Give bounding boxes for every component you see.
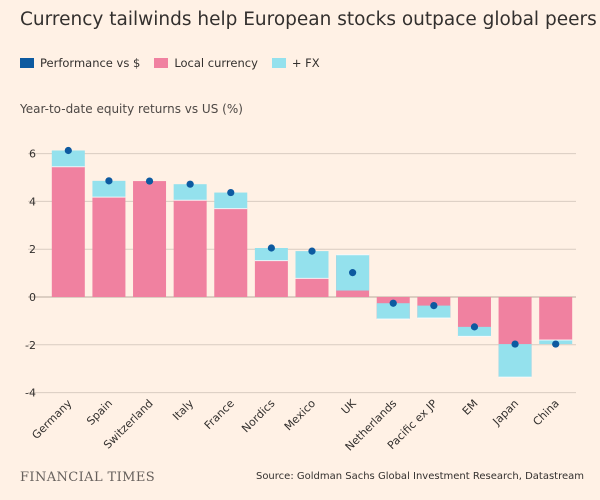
legend-item-local-currency: Local currency xyxy=(154,56,258,70)
y-tick-label: -4 xyxy=(25,387,36,400)
chart-title: Currency tailwinds help European stocks … xyxy=(20,9,597,30)
ft-logo: FINANCIAL TIMES xyxy=(20,470,156,485)
legend-label-performance: Performance vs $ xyxy=(40,56,141,70)
y-tick-label: -2 xyxy=(25,339,36,352)
performance-dot xyxy=(267,244,275,252)
bar-fx xyxy=(376,303,410,319)
bar-local-currency xyxy=(133,181,167,297)
bar-fx xyxy=(457,326,491,337)
x-tick-label: UK xyxy=(339,396,360,417)
legend: Performance vs $ Local currency + FX xyxy=(20,56,334,70)
bar-fx xyxy=(92,180,126,198)
bar-local-currency xyxy=(295,278,329,297)
performance-dot xyxy=(186,180,194,188)
legend-swatch-local-currency xyxy=(154,58,169,68)
bar-local-currency xyxy=(539,297,573,341)
x-tick-label: Italy xyxy=(170,397,196,423)
performance-dot xyxy=(430,302,438,310)
y-tick-label: 4 xyxy=(29,195,36,208)
performance-dot xyxy=(145,177,154,185)
x-tick-label: EM xyxy=(460,397,481,418)
performance-dot xyxy=(470,323,479,331)
bar-local-currency xyxy=(51,166,85,297)
bar-fx xyxy=(173,184,207,201)
x-tick-label: Mexico xyxy=(282,397,319,434)
performance-dot xyxy=(64,146,72,155)
performance-dot xyxy=(511,340,519,348)
source-note: Source: Goldman Sachs Global Investment … xyxy=(255,471,584,482)
y-tick-label: 6 xyxy=(29,148,36,161)
bar-fx xyxy=(295,251,329,279)
x-tick-label: Spain xyxy=(84,397,115,428)
bar-fx xyxy=(214,192,248,209)
performance-dot xyxy=(389,299,397,307)
legend-label-fx: + FX xyxy=(291,56,320,70)
legend-label-local-currency: Local currency xyxy=(174,56,258,70)
performance-dot xyxy=(552,340,560,348)
performance-dot xyxy=(308,247,316,255)
bar-fx xyxy=(498,344,532,378)
legend-swatch-performance xyxy=(20,58,34,68)
x-tick-label: China xyxy=(530,397,561,428)
legend-item-fx: + FX xyxy=(271,56,320,70)
performance-dot xyxy=(105,177,113,185)
bar-fx xyxy=(417,305,451,319)
bar-fx xyxy=(51,150,85,167)
x-tick-label: Japan xyxy=(490,397,522,429)
legend-swatch-fx xyxy=(271,58,286,68)
bar-fx xyxy=(254,248,288,261)
bar-local-currency xyxy=(92,197,126,297)
y-tick-label: 2 xyxy=(29,243,36,256)
bar-local-currency xyxy=(254,260,288,297)
performance-dot xyxy=(227,188,235,197)
y-tick-label: 0 xyxy=(29,291,36,304)
chart-subtitle: Year-to-date equity returns vs US (%) xyxy=(20,102,243,116)
x-tick-label: Germany xyxy=(29,397,74,442)
legend-item-performance: Performance vs $ xyxy=(20,56,140,70)
performance-dot xyxy=(349,269,357,277)
bar-local-currency xyxy=(214,208,248,297)
x-tick-label: Nordics xyxy=(239,397,277,435)
x-tick-label: France xyxy=(202,397,237,432)
bar-local-currency xyxy=(173,200,207,297)
